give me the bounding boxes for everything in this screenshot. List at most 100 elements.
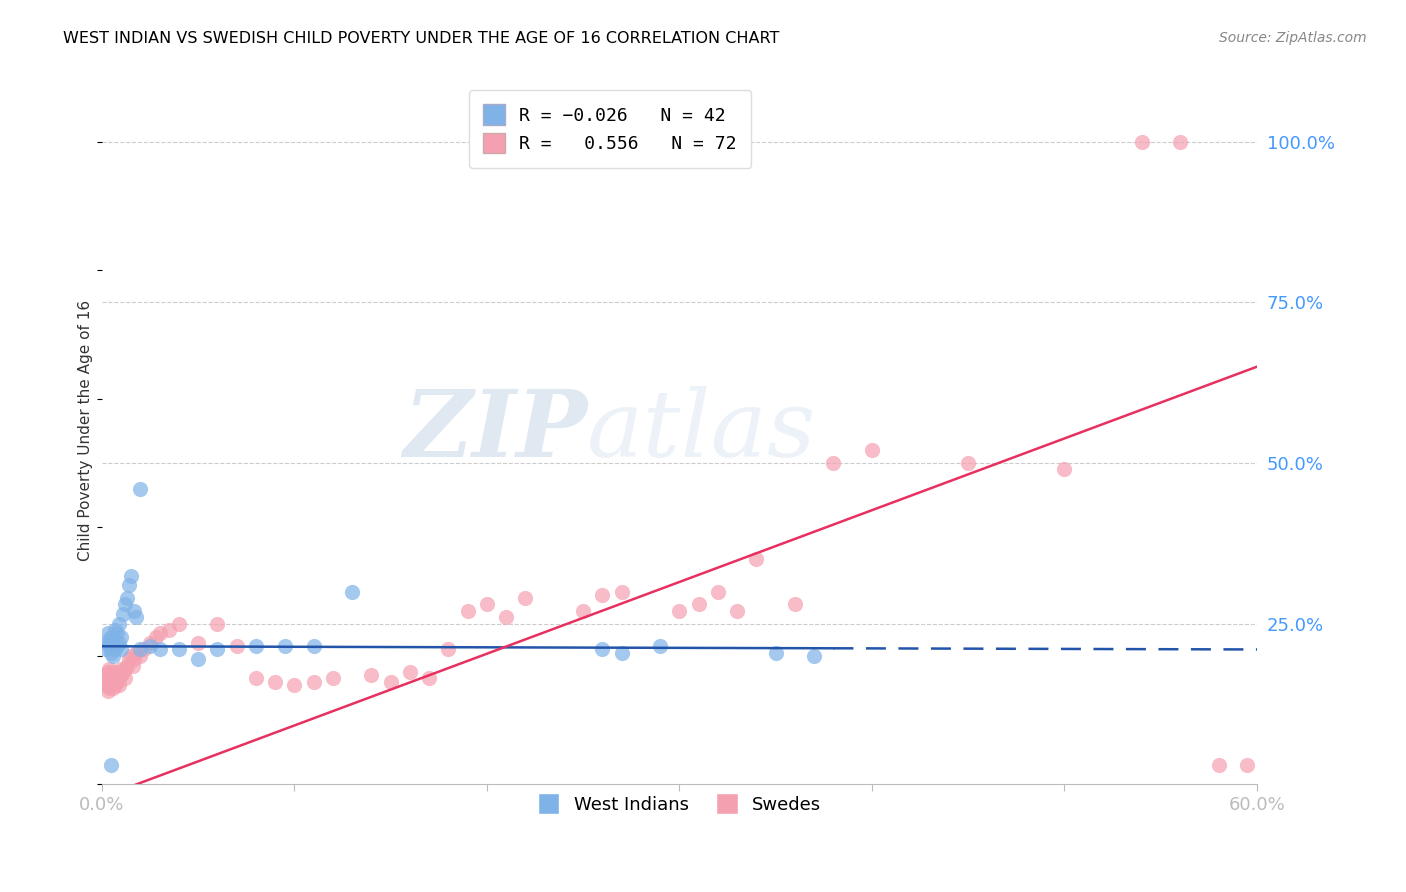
Point	[103, 681, 125, 695]
Point	[225, 639, 247, 653]
Point	[340, 584, 363, 599]
Point	[121, 658, 143, 673]
Point	[114, 662, 136, 676]
Point	[104, 668, 127, 682]
Point	[148, 626, 170, 640]
Point	[94, 642, 117, 657]
Point	[104, 623, 127, 637]
Point	[515, 591, 537, 605]
Point	[1236, 758, 1258, 772]
Point	[94, 678, 117, 692]
Point	[1168, 135, 1191, 149]
Point	[157, 623, 180, 637]
Point	[104, 672, 127, 686]
Text: Source: ZipAtlas.com: Source: ZipAtlas.com	[1219, 31, 1367, 45]
Point	[104, 678, 127, 692]
Point	[322, 672, 344, 686]
Point	[100, 646, 122, 660]
Point	[167, 642, 190, 657]
Point	[103, 648, 125, 663]
Point	[650, 639, 672, 653]
Point	[110, 630, 132, 644]
Point	[115, 658, 138, 673]
Point	[114, 672, 136, 686]
Point	[360, 668, 382, 682]
Point	[591, 642, 613, 657]
Point	[96, 665, 118, 679]
Point	[129, 482, 152, 496]
Point	[688, 598, 710, 612]
Point	[98, 672, 121, 686]
Point	[110, 642, 132, 657]
Point	[129, 642, 152, 657]
Point	[264, 674, 287, 689]
Point	[125, 610, 148, 624]
Point	[245, 639, 267, 653]
Point	[96, 626, 118, 640]
Point	[96, 674, 118, 689]
Text: atlas: atlas	[586, 386, 817, 476]
Point	[610, 584, 633, 599]
Point	[100, 639, 122, 653]
Point	[98, 662, 121, 676]
Point	[823, 456, 845, 470]
Point	[110, 662, 132, 676]
Point	[437, 642, 460, 657]
Point	[120, 568, 142, 582]
Legend: West Indians, Swedes: West Indians, Swedes	[527, 782, 832, 825]
Point	[105, 639, 128, 653]
Point	[803, 648, 825, 663]
Point	[207, 642, 229, 657]
Point	[105, 674, 128, 689]
Point	[100, 665, 122, 679]
Point	[108, 678, 131, 692]
Point	[765, 646, 787, 660]
Point	[108, 672, 131, 686]
Point	[145, 630, 167, 644]
Point	[120, 648, 142, 663]
Point	[115, 591, 138, 605]
Point	[139, 636, 162, 650]
Point	[125, 646, 148, 660]
Point	[207, 616, 229, 631]
Point	[129, 648, 152, 663]
Point	[105, 665, 128, 679]
Point	[132, 642, 155, 657]
Point	[139, 639, 162, 653]
Point	[668, 604, 690, 618]
Point	[283, 678, 305, 692]
Point	[591, 588, 613, 602]
Point	[398, 665, 420, 679]
Y-axis label: Child Poverty Under the Age of 16: Child Poverty Under the Age of 16	[79, 301, 93, 561]
Point	[94, 668, 117, 682]
Point	[98, 639, 121, 653]
Point	[273, 639, 295, 653]
Point	[302, 639, 325, 653]
Point	[725, 604, 748, 618]
Text: WEST INDIAN VS SWEDISH CHILD POVERTY UNDER THE AGE OF 16 CORRELATION CHART: WEST INDIAN VS SWEDISH CHILD POVERTY UND…	[63, 31, 780, 46]
Point	[302, 674, 325, 689]
Point	[783, 598, 806, 612]
Point	[124, 652, 146, 666]
Point	[457, 604, 479, 618]
Point	[103, 674, 125, 689]
Point	[167, 616, 190, 631]
Point	[104, 642, 127, 657]
Point	[1208, 758, 1230, 772]
Point	[98, 632, 121, 647]
Point	[108, 636, 131, 650]
Point	[105, 626, 128, 640]
Point	[572, 604, 595, 618]
Point	[108, 616, 131, 631]
Point	[103, 632, 125, 647]
Point	[418, 672, 440, 686]
Point	[745, 552, 768, 566]
Point	[100, 630, 122, 644]
Point	[187, 652, 209, 666]
Point	[98, 681, 121, 695]
Point	[495, 610, 517, 624]
Point	[707, 584, 730, 599]
Point	[245, 672, 267, 686]
Point	[957, 456, 980, 470]
Point	[111, 665, 134, 679]
